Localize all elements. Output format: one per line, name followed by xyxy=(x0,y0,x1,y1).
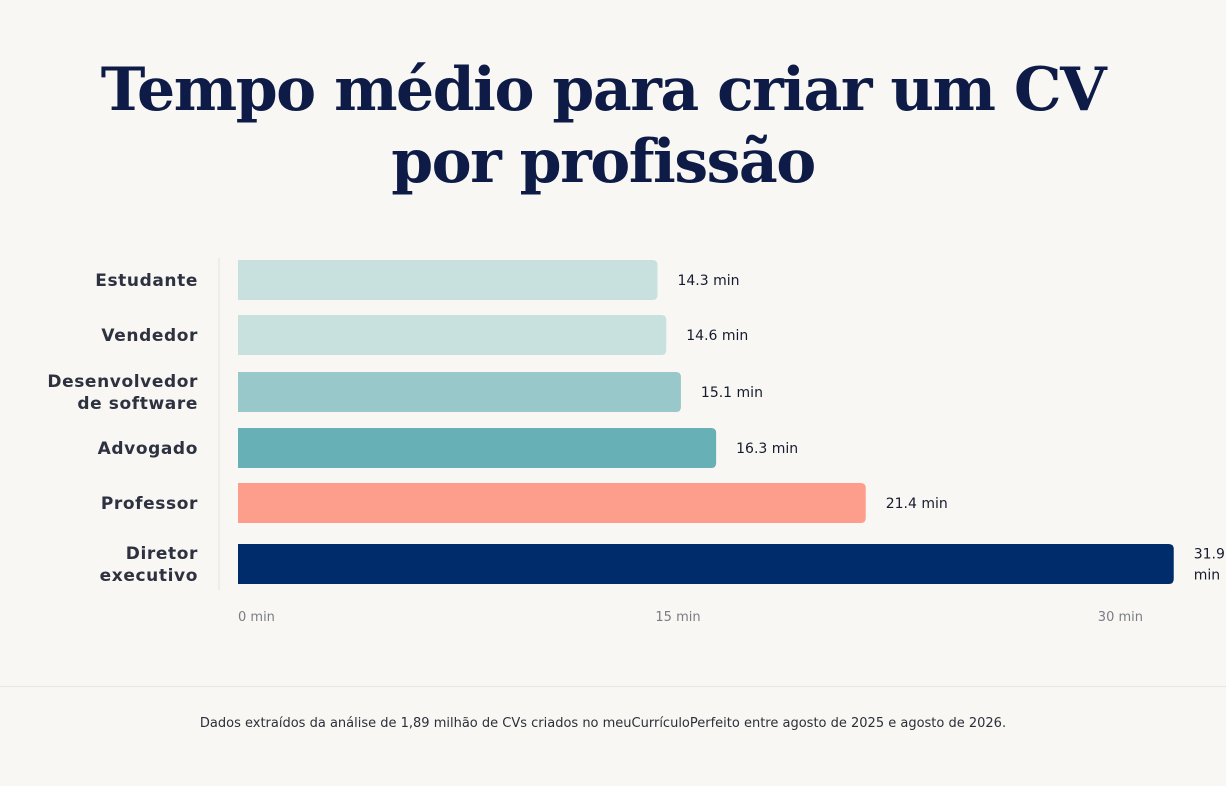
x-tick-label: 30 min xyxy=(1098,610,1143,625)
chart-title-line-1: Tempo médio para criar um CV xyxy=(100,55,1107,125)
category-label: Estudante xyxy=(95,271,198,291)
value-label: 14.6 min xyxy=(686,328,748,344)
x-tick-label: 0 min xyxy=(238,610,275,625)
category-label: executivo xyxy=(100,566,198,586)
bar xyxy=(238,372,681,412)
value-label: 21.4 min xyxy=(886,496,948,512)
category-label: Professor xyxy=(101,494,198,514)
bar xyxy=(238,544,1174,584)
chart-title-line-2: por profissão xyxy=(391,127,816,197)
category-label: Vendedor xyxy=(101,326,198,346)
footer-divider xyxy=(0,686,1226,687)
bar xyxy=(238,315,667,355)
value-label: 16.3 min xyxy=(736,441,798,457)
category-label: Advogado xyxy=(98,439,198,459)
category-label: Diretor xyxy=(126,544,198,564)
category-label: Desenvolvedor xyxy=(47,372,198,392)
value-label: 14.3 min xyxy=(677,273,739,289)
value-label: 15.1 min xyxy=(701,385,763,401)
bar xyxy=(238,483,866,523)
chart-title: Tempo médio para criar um CV por profiss… xyxy=(0,54,1206,198)
bar xyxy=(238,260,658,300)
x-tick-label: 15 min xyxy=(655,610,700,625)
bar xyxy=(238,428,717,468)
value-label: min xyxy=(1194,568,1220,584)
category-label: de software xyxy=(77,394,198,414)
source-note: Dados extraídos da análise de 1,89 milhã… xyxy=(199,716,1007,731)
value-label: 31.9 xyxy=(1194,547,1225,563)
bar-chart: Estudante 14.3 min Vendedor 14.6 min Desenvo… xyxy=(47,258,1225,625)
